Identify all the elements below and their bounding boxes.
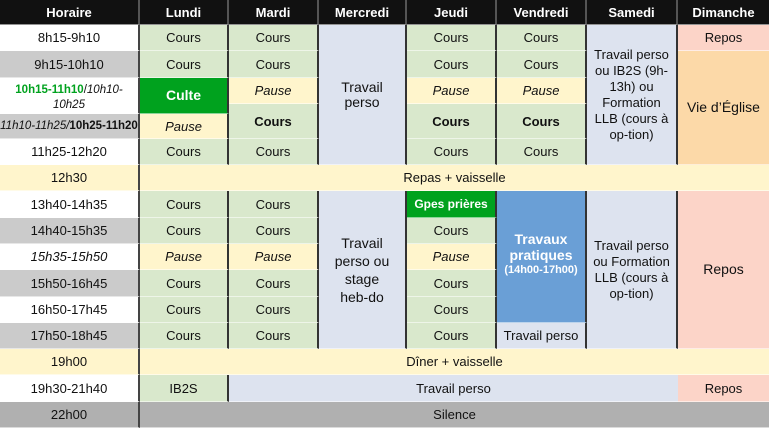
cell-pause: Pause (407, 78, 497, 104)
cell-pause: Pause (140, 244, 229, 270)
cell-groupes-prieres: Gpes prières (407, 191, 497, 218)
cell-cours: Cours (229, 323, 319, 349)
cell-cours: Cours (140, 297, 229, 323)
row-silence: Silence (140, 402, 769, 428)
time-cell: 8h15-9h10 (0, 25, 140, 51)
time-cell: 19h30-21h40 (0, 375, 140, 402)
header-samedi: Samedi (587, 0, 678, 25)
time-cell: 11h10-11h25/10h25-11h20 (0, 114, 140, 139)
cell-cours: Cours (229, 104, 319, 139)
time-cell: 19h00 (0, 349, 140, 375)
cell-cours: Cours (229, 139, 319, 165)
cell-repos: Repos (678, 191, 769, 349)
header-horaire: Horaire (0, 0, 140, 25)
cell-cours: Cours (407, 218, 497, 244)
row-repas: Repas + vaisselle (140, 165, 769, 191)
cell-samedi-aprem: Travail perso ou Formation LLB (cours à … (587, 191, 678, 349)
header-mercredi: Mercredi (319, 0, 407, 25)
time-bold: 10h25-11h20 (69, 119, 138, 132)
cell-cours: Cours (229, 51, 319, 78)
cell-cours: Cours (140, 51, 229, 78)
time-cell: 22h00 (0, 402, 140, 428)
cell-pause: Pause (229, 244, 319, 270)
cell-cours: Cours (229, 218, 319, 244)
cell-travaux-pratiques: Travaux pratiques (14h00-17h00) (497, 191, 587, 323)
time-cell: 12h30 (0, 165, 140, 191)
travaux-pratiques-hours: (14h00-17h00) (504, 264, 578, 276)
cell-pause: Pause (229, 78, 319, 104)
time-cell: 11h25-12h20 (0, 139, 140, 165)
header-jeudi: Jeudi (407, 0, 497, 25)
cell-travail-perso: Travail perso (319, 25, 407, 165)
cell-cours: Cours (229, 270, 319, 297)
cell-pause: Pause (497, 78, 587, 104)
cell-cours: Cours (497, 104, 587, 139)
cell-cours: Cours (140, 191, 229, 218)
cell-cours: Cours (407, 25, 497, 51)
cell-vie-eglise: Vie d’Église (678, 51, 769, 165)
header-mardi: Mardi (229, 0, 319, 25)
cell-cours: Cours (407, 139, 497, 165)
cell-cours: Cours (497, 51, 587, 78)
time-italic: 11h10-11h25/ (0, 119, 70, 132)
cell-cours: Cours (407, 297, 497, 323)
cell-samedi-matin: Travail perso ou IB2S (9h-13h) ou Format… (587, 25, 678, 165)
row-diner: Dîner + vaisselle (140, 349, 769, 375)
cell-pause: Pause (140, 114, 229, 139)
travaux-pratiques-label: Travaux pratiques (509, 231, 573, 263)
cell-cours: Cours (229, 191, 319, 218)
cell-culte: Culte (140, 78, 229, 114)
cell-cours: Cours (140, 139, 229, 165)
cell-cours: Cours (140, 218, 229, 244)
header-dimanche: Dimanche (678, 0, 769, 25)
row-travail-perso: Travail perso (229, 375, 678, 402)
cell-cours: Cours (407, 104, 497, 139)
cell-repos: Repos (678, 25, 769, 51)
header-lundi: Lundi (140, 0, 229, 25)
header-vendredi: Vendredi (497, 0, 587, 25)
cell-ib2s: IB2S (140, 375, 229, 402)
time-cell: 15h50-16h45 (0, 270, 140, 297)
cell-cours: Cours (407, 270, 497, 297)
cell-cours: Cours (140, 323, 229, 349)
cell-cours: Cours (140, 270, 229, 297)
cell-cours: Cours (229, 25, 319, 51)
cell-cours: Cours (407, 323, 497, 349)
time-cell: 17h50-18h45 (0, 323, 140, 349)
cell-travail-perso-stage: Travail perso ou stage heb-do (319, 191, 407, 349)
cell-cours: Cours (140, 25, 229, 51)
cell-travail-perso: Travail perso (497, 323, 587, 349)
cell-cours: Cours (497, 25, 587, 51)
cell-cours: Cours (497, 139, 587, 165)
time-cell: 16h50-17h45 (0, 297, 140, 323)
time-green: 10h15-11h10 (15, 84, 84, 96)
time-cell: 9h15-10h10 (0, 51, 140, 78)
cell-pause: Pause (407, 244, 497, 270)
time-cell: 10h15-11h10/10h10-10h25 (0, 78, 140, 114)
time-cell: 14h40-15h35 (0, 218, 140, 244)
time-cell: 13h40-14h35 (0, 191, 140, 218)
time-italic: 10h10-10h25 (53, 84, 123, 111)
cell-cours: Cours (407, 51, 497, 78)
time-sep: / (83, 84, 87, 96)
time-cell: 15h35-15h50 (0, 244, 140, 270)
cell-cours: Cours (229, 297, 319, 323)
cell-repos: Repos (678, 375, 769, 402)
